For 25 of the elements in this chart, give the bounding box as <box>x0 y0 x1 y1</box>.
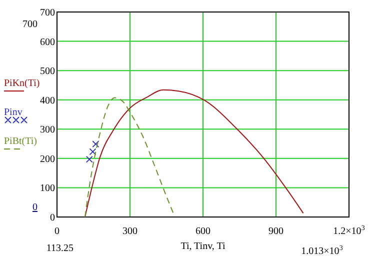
text: 113.25 <box>46 243 74 254</box>
line-series <box>84 89 304 217</box>
y-tick-label: 0 <box>50 212 55 224</box>
y-tick-label: 200 <box>40 154 55 165</box>
text: PiKn(Ti) <box>4 78 40 89</box>
text: Pinv <box>4 107 22 118</box>
text: 0 <box>32 202 38 213</box>
x-tick-label: 1.2×10$^{3}$ <box>333 224 366 237</box>
y-tick-label: 100 <box>40 183 55 194</box>
x-tick-label: 900 <box>268 226 284 237</box>
point <box>86 156 93 163</box>
point <box>89 148 96 156</box>
y-tick-label: 500 <box>40 66 55 78</box>
text: 1.013×10$^{3}$ <box>301 244 344 257</box>
x-tick-label: 600 <box>196 226 210 237</box>
line-series <box>84 97 174 217</box>
y-tick-label: 700 <box>40 8 55 18</box>
x-axis-title: Ti, Tinv, Ti <box>180 241 226 252</box>
text: PiBt(Ti) <box>4 136 37 147</box>
y-tick-label: 400 <box>40 95 55 106</box>
point <box>92 140 100 148</box>
x-tick-label: 300 <box>122 226 138 237</box>
text: 700 <box>22 19 38 30</box>
y-tick-label: 300 <box>40 124 55 136</box>
y-tick-label: 600 <box>40 36 55 48</box>
